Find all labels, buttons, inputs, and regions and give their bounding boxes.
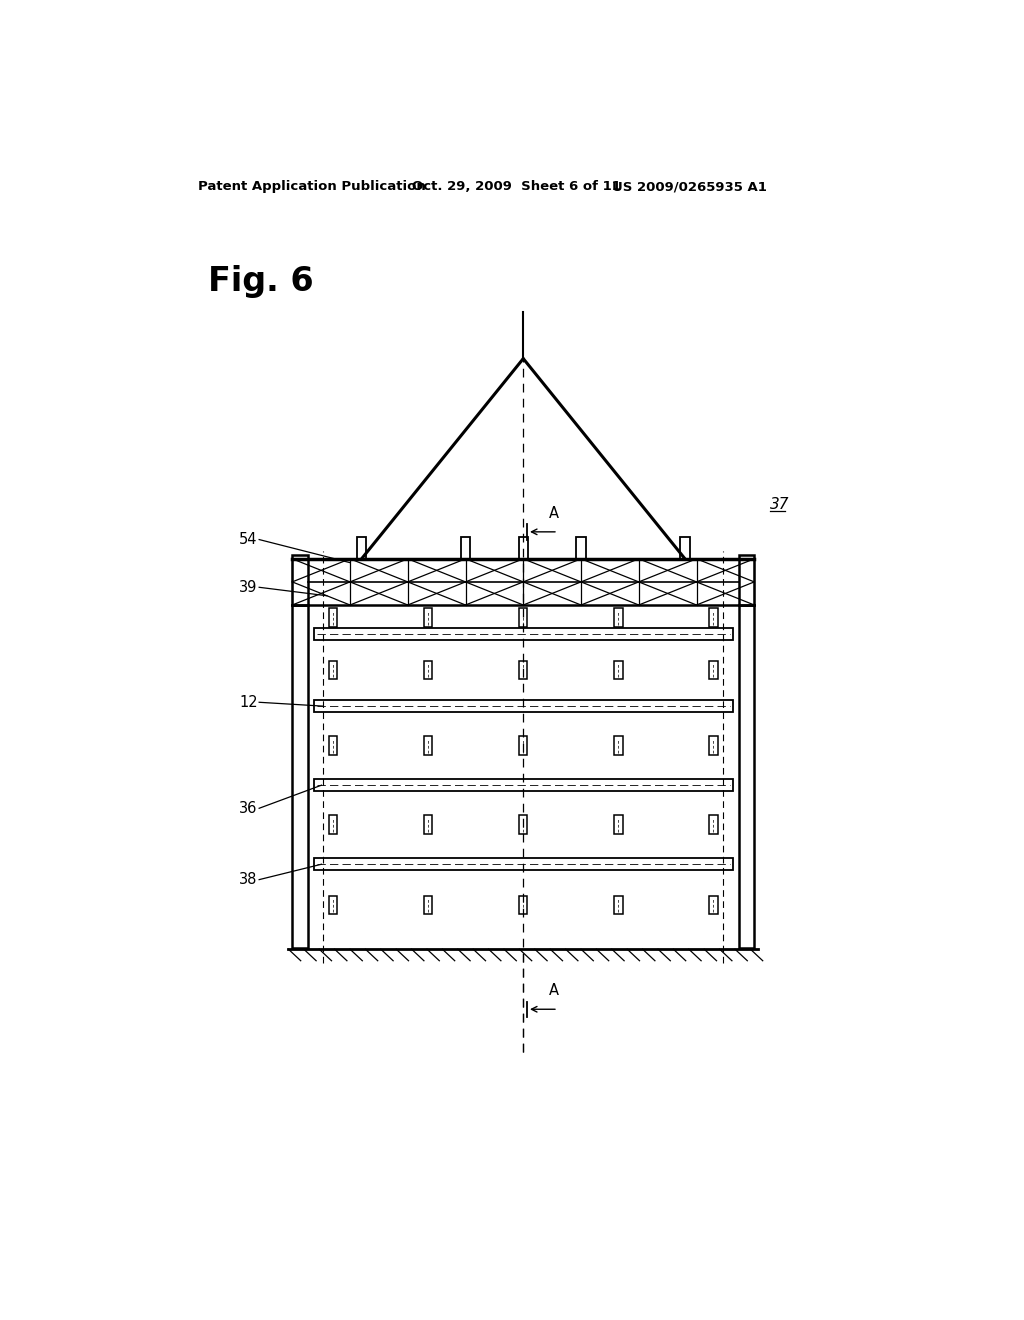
Bar bbox=[614, 609, 623, 627]
Text: US 2009/0265935 A1: US 2009/0265935 A1 bbox=[611, 181, 767, 194]
Bar bbox=[614, 896, 623, 915]
Bar bbox=[313, 700, 733, 713]
Bar bbox=[519, 896, 527, 915]
Text: 54: 54 bbox=[240, 532, 258, 546]
Bar bbox=[329, 737, 337, 755]
Bar bbox=[739, 605, 755, 948]
Text: 38: 38 bbox=[240, 873, 258, 887]
Text: Patent Application Publication: Patent Application Publication bbox=[199, 181, 426, 194]
Bar bbox=[710, 609, 718, 627]
Bar bbox=[614, 661, 623, 680]
Bar bbox=[710, 896, 718, 915]
Bar bbox=[680, 537, 689, 558]
Bar bbox=[357, 537, 367, 558]
Bar bbox=[329, 661, 337, 680]
Text: A: A bbox=[549, 506, 559, 521]
Text: 39: 39 bbox=[240, 579, 258, 595]
Bar bbox=[329, 896, 337, 915]
Text: 36: 36 bbox=[240, 801, 258, 816]
Text: Oct. 29, 2009  Sheet 6 of 11: Oct. 29, 2009 Sheet 6 of 11 bbox=[412, 181, 621, 194]
Bar bbox=[519, 661, 527, 680]
Text: Fig. 6: Fig. 6 bbox=[208, 265, 313, 298]
Bar bbox=[329, 816, 337, 834]
Bar bbox=[292, 554, 307, 605]
Bar bbox=[461, 537, 470, 558]
Text: 12: 12 bbox=[239, 694, 258, 710]
Bar bbox=[614, 737, 623, 755]
Bar bbox=[577, 537, 586, 558]
Bar bbox=[424, 737, 432, 755]
Bar bbox=[710, 816, 718, 834]
Bar bbox=[424, 609, 432, 627]
Bar bbox=[710, 661, 718, 680]
Bar bbox=[424, 816, 432, 834]
Bar bbox=[424, 661, 432, 680]
Bar bbox=[292, 605, 307, 948]
Bar bbox=[614, 816, 623, 834]
Bar bbox=[518, 537, 528, 558]
Bar bbox=[313, 628, 733, 640]
Text: 37: 37 bbox=[770, 498, 790, 512]
Bar bbox=[710, 737, 718, 755]
Bar bbox=[313, 858, 733, 870]
Bar bbox=[424, 896, 432, 915]
Bar bbox=[313, 779, 733, 792]
Text: A: A bbox=[549, 983, 559, 998]
Bar bbox=[739, 554, 755, 605]
Bar bbox=[329, 609, 337, 627]
Bar bbox=[519, 737, 527, 755]
Bar bbox=[519, 816, 527, 834]
Bar bbox=[519, 609, 527, 627]
